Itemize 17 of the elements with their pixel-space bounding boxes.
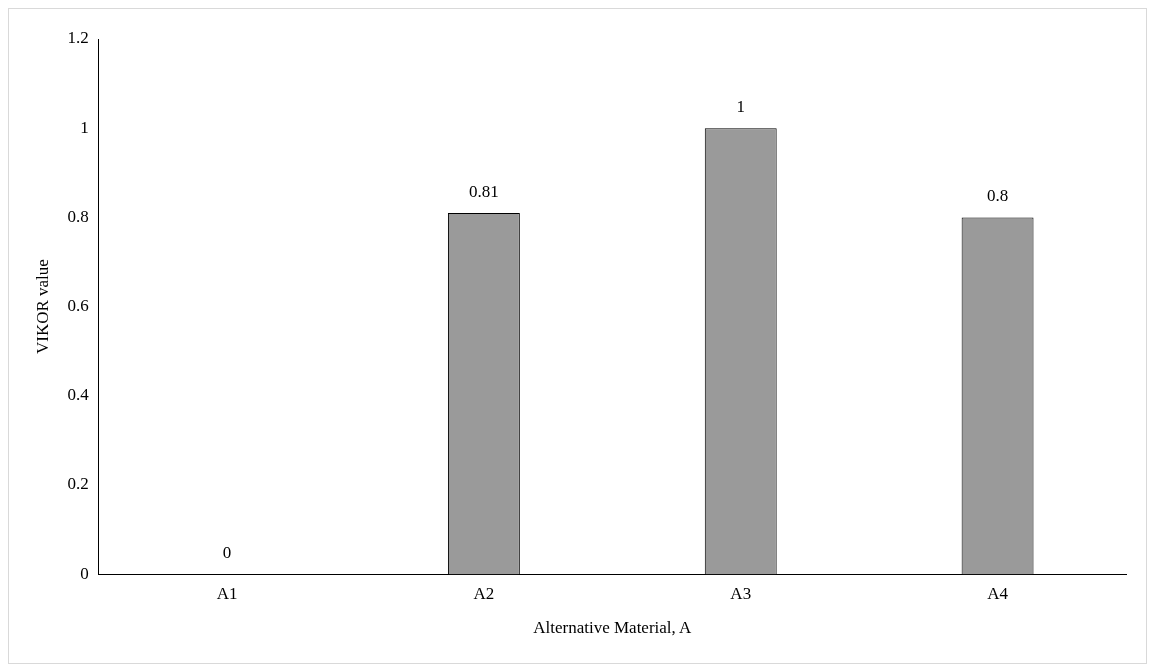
- y-tick-label: 0.6: [67, 296, 89, 316]
- data-label: 1: [736, 97, 745, 117]
- y-tick-label: 0.2: [67, 474, 89, 494]
- x-tick-label: A2: [473, 583, 495, 603]
- data-label: 0: [222, 543, 232, 563]
- y-tick-label: 1: [80, 117, 89, 137]
- y-tick-label: 0: [80, 563, 89, 583]
- y-tick-label: 1.2: [67, 28, 89, 48]
- x-tick-label: A3: [730, 583, 752, 603]
- x-tick-label: A4: [987, 583, 1009, 603]
- y-tick-label: 0.8: [67, 206, 89, 226]
- y-axis-title: VIKOR value: [32, 259, 52, 355]
- y-tick-label: 0.4: [67, 385, 90, 405]
- data-label: 0.8: [986, 186, 1009, 206]
- data-label: 0.81: [469, 181, 499, 201]
- x-tick-label: A1: [216, 583, 238, 603]
- x-axis-title: Alternative Material, A: [533, 618, 693, 638]
